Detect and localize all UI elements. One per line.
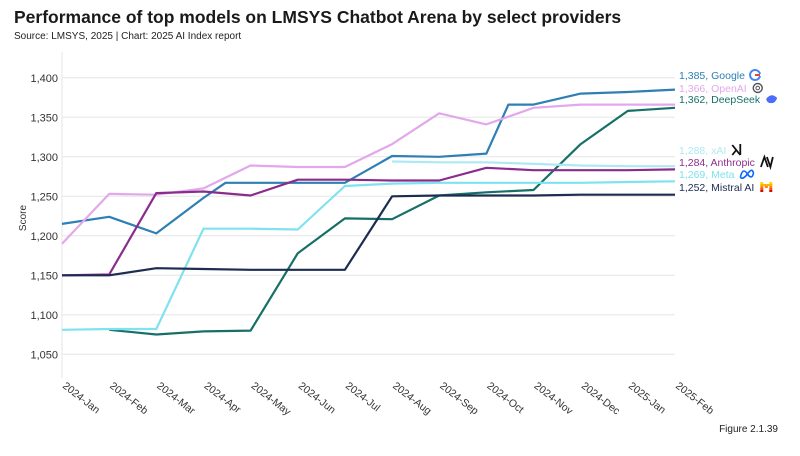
x-tick-label: 2024-Mar <box>154 380 197 417</box>
series-line-meta <box>61 180 676 331</box>
y-axis-ticks: 1,050 1,100 1,150 1,200 1,250 1,300 1,350 1,400 <box>30 73 58 362</box>
end-label-meta: 1,269, Meta <box>679 169 735 181</box>
y-tick-label: 1,350 <box>30 112 58 124</box>
y-tick-label: 1,050 <box>30 349 58 361</box>
end-label-openai: 1,366, OpenAI <box>679 83 747 95</box>
end-label-mistral-ai: 1,252, Mistral AI <box>679 182 754 194</box>
y-tick-label: 1,100 <box>30 310 58 322</box>
x-tick-label: 2024-Jun <box>296 380 338 417</box>
y-tick-label: 1,200 <box>30 231 58 243</box>
y-tick-label: 1,150 <box>30 270 58 282</box>
y-tick-label: 1,400 <box>30 73 58 85</box>
series-line-google <box>61 88 676 235</box>
end-label-deepseek: 1,362, DeepSeek <box>679 94 761 106</box>
y-axis-title: Score <box>18 205 29 232</box>
openai-icon <box>752 82 763 94</box>
x-tick-label: 2025-Jan <box>626 380 668 417</box>
anthropic-icon <box>760 154 774 171</box>
x-tick-label: 2024-Feb <box>107 380 150 417</box>
x-tick-label: 2024-Dec <box>579 380 622 417</box>
series-line-xai <box>392 160 675 168</box>
x-tick-label: 2024-May <box>249 380 294 419</box>
google-icon <box>749 69 761 81</box>
series-lines <box>61 88 676 336</box>
series-line-mistral-ai <box>62 193 675 277</box>
end-label-google: 1,385, Google <box>679 70 745 82</box>
x-tick-label: 2024-Aug <box>390 380 433 418</box>
x-tick-label: 2024-Sep <box>437 380 480 418</box>
mistral-icon <box>760 182 773 192</box>
x-tick-label: 2024-Oct <box>485 380 526 416</box>
xai-icon <box>731 144 742 156</box>
y-tick-label: 1,250 <box>30 191 58 203</box>
x-tick-label: 2024-Jan <box>60 380 102 417</box>
x-tick-label: 2024-Nov <box>532 380 576 418</box>
series-line-openai <box>61 103 675 245</box>
x-tick-label: 2024-Apr <box>202 380 244 416</box>
deepseek-icon <box>766 95 778 104</box>
x-tick-label: 2025-Feb <box>673 380 716 417</box>
series-line-anthropic <box>61 166 676 277</box>
y-tick-label: 1,300 <box>30 152 58 164</box>
x-axis-ticks: 2024-Jan 2024-Feb 2024-Mar 2024-Apr 2024-May… <box>60 380 716 419</box>
x-tick-label: 2024-Jul <box>343 380 382 414</box>
chart-title: Performance of top models on LMSYS Chatb… <box>14 7 622 27</box>
figure-label: Figure 2.1.39 <box>719 424 778 435</box>
end-label-xai: 1,288, xAI <box>679 145 726 157</box>
end-label-anthropic: 1,284, Anthropic <box>679 157 755 169</box>
series-line-deepseek <box>109 106 676 336</box>
meta-icon <box>739 169 755 180</box>
chart-source: Source: LMSYS, 2025 | Chart: 2025 AI Ind… <box>14 31 242 42</box>
